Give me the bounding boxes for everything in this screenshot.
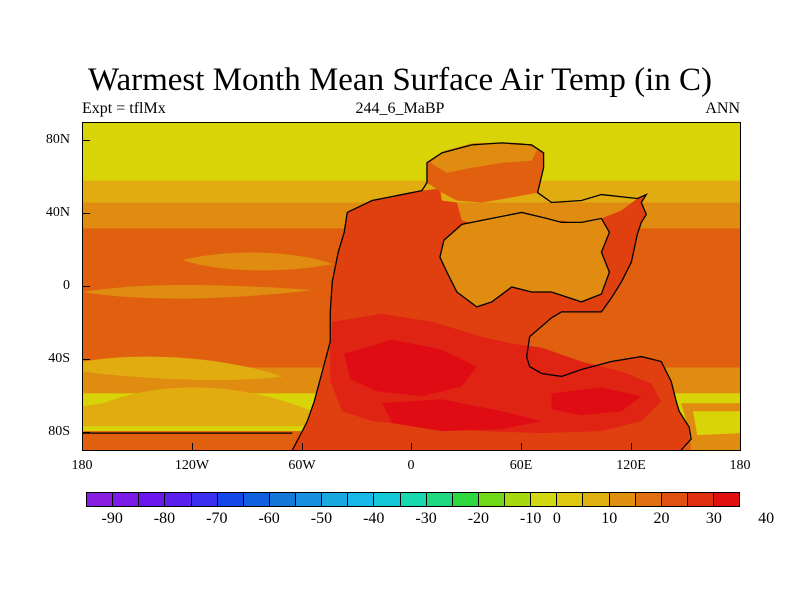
lat-tick xyxy=(82,286,90,287)
colorbar-swatch xyxy=(531,493,558,506)
colorbar-swatch xyxy=(243,493,270,506)
colorbar-label: -10 xyxy=(520,510,542,527)
colorbar-swatch xyxy=(269,493,296,506)
lon-label-0: 0 xyxy=(407,458,415,473)
colorbar-swatch xyxy=(296,493,323,506)
colorbar-label: -20 xyxy=(467,510,490,527)
colorbar-swatch xyxy=(452,493,479,506)
lat-tick xyxy=(82,213,90,214)
lat-tick xyxy=(82,140,90,141)
south-east-ocean-outer xyxy=(693,411,740,436)
colorbar-swatch xyxy=(165,493,192,506)
colorbar-swatch xyxy=(505,493,532,506)
lon-tick xyxy=(411,443,412,451)
colorbar-swatch xyxy=(348,493,375,506)
tethys-sea xyxy=(439,212,610,307)
colorbar-swatch xyxy=(191,493,218,506)
colorbar-label: 0 xyxy=(552,510,561,527)
colorbar-label: 50 xyxy=(793,510,800,528)
colorbar-swatch xyxy=(583,493,610,506)
ocean-warm-streak-1 xyxy=(182,252,333,271)
colorbar-label: 10 xyxy=(601,510,618,527)
southern-hottest-spot-1 xyxy=(344,339,477,397)
lon-tick xyxy=(521,443,522,451)
colorbar-swatch xyxy=(139,493,166,506)
ocean-south-lobe xyxy=(83,387,323,427)
tethys-coastline xyxy=(439,211,611,308)
southern-hottest-spot-2 xyxy=(382,399,542,432)
temperature-field xyxy=(83,123,740,450)
colorbar-label: -50 xyxy=(310,510,333,527)
colorbar-swatch xyxy=(322,493,349,506)
colorbar-swatch xyxy=(557,493,584,506)
north-lobe-cap xyxy=(429,142,538,173)
lat-label-80n: 80N xyxy=(45,132,70,147)
map-title: Warmest Month Mean Surface Air Temp (in … xyxy=(87,62,713,98)
colorbar-label: -30 xyxy=(415,510,437,527)
ocean-south-swirl xyxy=(83,356,283,381)
age-label: 244_6_MaBP xyxy=(355,100,445,117)
lon-label-120w: 120W xyxy=(174,458,210,473)
colorbar-label: -60 xyxy=(258,510,280,527)
lat-label-40n: 40N xyxy=(45,205,70,220)
colorbar-label: 20 xyxy=(653,510,670,527)
colorbar-swatch xyxy=(714,493,740,506)
colorbar-swatch xyxy=(113,493,140,506)
band-polar-north xyxy=(83,123,740,183)
colorbar-swatch xyxy=(661,493,688,506)
ocean-warm-streak-2 xyxy=(83,285,313,299)
colorbar-swatch xyxy=(609,493,636,506)
colorbar-swatch xyxy=(400,493,427,506)
colorbar-label: -90 xyxy=(101,510,123,527)
lon-label-180w: 180 xyxy=(71,458,93,473)
colorbar-swatch xyxy=(217,493,244,506)
lon-label-120e: 120E xyxy=(616,458,646,473)
colorbar-label: 40 xyxy=(758,510,775,527)
colorbar-swatch xyxy=(426,493,453,506)
colorbar-swatch xyxy=(478,493,505,506)
lat-label-40s: 40S xyxy=(48,351,70,366)
lat-tick xyxy=(82,359,90,360)
colorbar-swatch xyxy=(635,493,662,506)
map-panel xyxy=(82,122,741,451)
colorbar-swatch xyxy=(687,493,714,506)
colorbar-swatch xyxy=(374,493,401,506)
colorbar-label: -40 xyxy=(363,510,385,527)
lon-label-60w: 60W xyxy=(288,458,316,473)
colorbar-label: -70 xyxy=(206,510,228,527)
lat-tick xyxy=(82,432,90,433)
colorbar-swatch xyxy=(87,493,114,506)
lon-tick xyxy=(192,443,193,451)
lat-label-80s: 80S xyxy=(48,424,70,439)
lat-label-0: 0 xyxy=(63,278,70,293)
lon-tick xyxy=(631,443,632,451)
lon-label-60e: 60E xyxy=(509,458,533,473)
coastline xyxy=(291,142,692,450)
eastern-hot-patch xyxy=(551,387,642,416)
colorbar xyxy=(86,492,740,507)
experiment-label: Expt = tflMx xyxy=(82,100,166,117)
colorbar-label: -80 xyxy=(153,510,176,527)
season-label: ANN xyxy=(705,100,740,117)
lon-label-180e: 180 xyxy=(729,458,751,473)
lon-tick xyxy=(302,443,303,451)
colorbar-label: 30 xyxy=(705,510,722,527)
